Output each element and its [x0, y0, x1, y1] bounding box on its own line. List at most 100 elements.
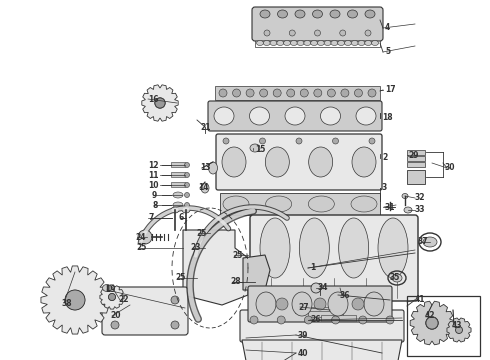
- Text: 9: 9: [152, 190, 157, 199]
- Polygon shape: [100, 285, 124, 309]
- Circle shape: [365, 30, 371, 36]
- Circle shape: [289, 30, 295, 36]
- Polygon shape: [410, 301, 454, 345]
- Ellipse shape: [368, 89, 376, 97]
- FancyBboxPatch shape: [208, 101, 382, 131]
- Ellipse shape: [297, 40, 304, 45]
- Ellipse shape: [223, 196, 249, 212]
- Ellipse shape: [263, 40, 270, 45]
- Circle shape: [340, 30, 346, 36]
- Polygon shape: [142, 85, 178, 121]
- Circle shape: [65, 290, 85, 310]
- Ellipse shape: [265, 147, 289, 177]
- Ellipse shape: [171, 207, 179, 213]
- Polygon shape: [41, 266, 109, 334]
- Ellipse shape: [173, 192, 183, 198]
- Ellipse shape: [300, 89, 308, 97]
- Text: 11: 11: [148, 171, 158, 180]
- FancyBboxPatch shape: [252, 7, 383, 41]
- Bar: [255, 40, 380, 47]
- Circle shape: [426, 317, 438, 329]
- Ellipse shape: [270, 40, 277, 45]
- Circle shape: [456, 327, 463, 333]
- Text: 33: 33: [415, 206, 425, 215]
- Ellipse shape: [358, 40, 365, 45]
- Ellipse shape: [256, 292, 276, 316]
- Ellipse shape: [354, 89, 363, 97]
- Ellipse shape: [256, 40, 264, 45]
- Ellipse shape: [392, 274, 402, 282]
- Ellipse shape: [331, 40, 338, 45]
- Text: 42: 42: [425, 310, 436, 320]
- Text: 36: 36: [340, 291, 350, 300]
- Ellipse shape: [233, 89, 241, 97]
- Ellipse shape: [347, 10, 358, 18]
- Ellipse shape: [352, 298, 364, 310]
- Ellipse shape: [182, 207, 190, 213]
- Ellipse shape: [249, 107, 270, 125]
- Ellipse shape: [309, 147, 333, 177]
- Text: 31: 31: [385, 202, 395, 211]
- Polygon shape: [242, 340, 402, 360]
- Ellipse shape: [299, 218, 329, 278]
- Ellipse shape: [304, 40, 311, 45]
- Bar: [308, 311, 343, 317]
- Ellipse shape: [311, 40, 318, 45]
- Circle shape: [185, 193, 190, 198]
- Ellipse shape: [365, 40, 372, 45]
- Text: 27: 27: [298, 302, 309, 311]
- Circle shape: [304, 316, 313, 324]
- Bar: [220, 193, 380, 215]
- Circle shape: [185, 202, 190, 207]
- Text: 43: 43: [452, 320, 463, 329]
- Circle shape: [108, 293, 116, 301]
- Ellipse shape: [260, 218, 290, 278]
- Circle shape: [111, 296, 119, 304]
- Text: 19: 19: [105, 285, 116, 294]
- Ellipse shape: [341, 89, 349, 97]
- Circle shape: [386, 316, 394, 324]
- Ellipse shape: [201, 183, 209, 193]
- Ellipse shape: [351, 196, 377, 212]
- Text: 8: 8: [152, 201, 157, 210]
- Bar: [215, 86, 380, 100]
- FancyBboxPatch shape: [102, 287, 188, 335]
- Ellipse shape: [324, 40, 331, 45]
- Circle shape: [111, 321, 119, 329]
- Text: 39: 39: [298, 330, 309, 339]
- Text: 18: 18: [382, 113, 392, 122]
- Circle shape: [260, 138, 266, 144]
- FancyBboxPatch shape: [248, 286, 392, 322]
- Ellipse shape: [330, 10, 340, 18]
- Text: 16: 16: [148, 94, 158, 104]
- Text: 20: 20: [110, 311, 121, 320]
- Text: 28: 28: [230, 278, 241, 287]
- Ellipse shape: [314, 89, 322, 97]
- Text: 15: 15: [255, 145, 266, 154]
- Circle shape: [155, 98, 165, 108]
- Text: 25: 25: [175, 274, 185, 283]
- Bar: [407, 170, 425, 184]
- Ellipse shape: [276, 298, 288, 310]
- Text: 32: 32: [415, 194, 425, 202]
- Circle shape: [138, 230, 152, 244]
- Ellipse shape: [250, 144, 260, 152]
- Text: 5: 5: [385, 48, 390, 57]
- Ellipse shape: [311, 283, 321, 293]
- Text: 29: 29: [408, 150, 418, 159]
- Circle shape: [296, 138, 302, 144]
- Circle shape: [426, 317, 438, 329]
- Text: 23: 23: [190, 243, 200, 252]
- Text: 35: 35: [390, 274, 400, 283]
- Ellipse shape: [222, 147, 246, 177]
- Text: 14: 14: [198, 184, 209, 193]
- Text: 10: 10: [148, 180, 158, 189]
- Ellipse shape: [214, 107, 234, 125]
- Bar: [407, 150, 425, 155]
- Ellipse shape: [260, 10, 270, 18]
- Ellipse shape: [290, 40, 297, 45]
- Bar: [407, 156, 425, 161]
- Bar: [171, 162, 185, 167]
- Ellipse shape: [338, 40, 344, 45]
- Text: 22: 22: [118, 296, 128, 305]
